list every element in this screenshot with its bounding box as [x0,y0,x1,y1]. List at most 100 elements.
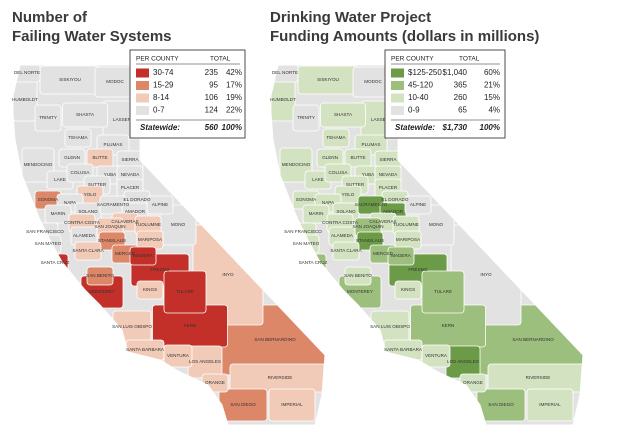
county-label: MERCED [373,251,394,256]
legend: PER COUNTY TOTAL 30-74 235 42% 15-29 95 17% 8-14… [129,49,246,139]
county-label: FRESNO [408,267,428,272]
legend-count: $1,040 [443,68,468,77]
map-title: Funding Amounts (dollars in millions) [270,28,539,45]
legend-percent: 42% [226,68,242,77]
state-border [269,64,584,426]
legend-label: 15-29 [153,81,174,90]
map-title: Failing Water Systems [12,28,172,45]
legend-percent: 17% [226,81,242,90]
county [526,388,574,422]
county-label: MARIN [309,211,324,216]
county [404,195,432,215]
county-label: TEHAMA [326,135,346,140]
county [332,241,360,261]
county [320,102,366,128]
legend-count: 65 [458,106,467,115]
legend-label: 8-14 [153,93,170,102]
county-label: INYO [480,272,492,277]
county-label: SAN LUIS OBISPO [112,324,152,329]
county-label: TUOLUMNE [393,222,419,227]
statewide-label: Statewide: [395,123,435,132]
county-label: STANISLAUS [98,238,126,243]
legend: PER COUNTY TOTAL $125-250 $1,040 60% 45-120 36… [384,49,506,139]
county-label: TULARE [434,289,452,294]
county-label: MODOC [364,79,382,84]
legend-swatch [136,106,149,115]
legend-percent: 4% [488,106,500,115]
county-label: VENTURA [167,353,190,358]
county-label: SUTTER [346,182,365,187]
county-label: SAN LUIS OBISPO [370,324,410,329]
county-label: MONTEREY [89,289,115,294]
legend-swatch [391,93,404,103]
county-label: SHASTA [76,112,95,117]
legend-label: 45-120 [408,81,433,90]
county-label: MERCED [115,251,136,256]
statewide-count: 560 [205,123,219,132]
county-label: MONO [171,222,186,227]
county-label: SANTA CLARA [330,248,362,253]
county [421,270,465,314]
legend-percent: 21% [484,81,500,90]
legend-header: TOTAL [210,56,231,63]
county-label: NAPA [322,200,335,205]
county-label: SAN MATEO [293,241,320,246]
county-label: SHASTA [334,112,353,117]
county-label: SAN BENITO [344,273,372,278]
legend-label: 0-9 [408,106,420,115]
county-label: PLUMAS [362,142,381,147]
county [129,246,157,266]
county-label: SONOMA [296,197,317,202]
county-label: MADERA [391,253,412,258]
county-label: COLUSA [329,170,349,175]
county-label: MENDOCINO [24,162,53,167]
county-label: CALAVERAS [369,219,396,224]
county-label: HUMBOLDT [12,97,38,102]
county [421,344,451,368]
legend-header: PER COUNTY [136,56,179,63]
county-label: SOLANO [336,209,356,214]
state-border [11,64,326,426]
statewide-count: $1,730 [442,123,468,132]
legend-swatch [136,68,149,78]
county-label: ALAMEDA [331,233,354,238]
county-label: INYO [222,272,234,277]
county-label: EL DORADO [382,197,409,202]
county-label: MENDOCINO [282,162,311,167]
county-label: MADERA [133,253,154,258]
county-label: SAN MATEO [35,241,62,246]
county [34,104,62,132]
county-label: SAN DIEGO [488,402,514,407]
map-title: Number of [12,9,88,26]
county-label: SOLANO [78,209,98,214]
county-label: MONTEREY [347,289,373,294]
county [146,195,174,215]
county-label: LOS ANGELES [447,359,479,364]
county-label: LASSEN [113,117,131,122]
county [21,147,55,183]
county [344,266,372,286]
county-label: RIVERSIDE [268,375,293,380]
legend-box [129,49,246,139]
county-label: LASSEN [371,117,389,122]
county-label: SANTA CLARA [72,248,104,253]
county-label: SONOMA [38,197,59,202]
county-label: ALPINE [410,202,426,207]
county-label: SANTA CRUZ [41,260,70,265]
county-label: SAN JOAQUIN [352,224,383,229]
county-label: YOLO [84,192,97,197]
county-label: AMADOR [383,209,404,214]
county-label: SAN FRANCISCO [26,229,64,234]
county [74,241,102,261]
legend-count: 365 [454,81,468,90]
legend-count: 124 [205,106,219,115]
county-label: SAN FRANCISCO [284,229,322,234]
county-label: SAN DIEGO [230,402,256,407]
county-label: STANISLAUS [356,238,384,243]
county-label: SACRAMENTO [355,202,388,207]
county-label: SANTA BARBARA [126,347,165,352]
county-label: TRINITY [39,115,57,120]
county-label: BUTTE [92,155,107,160]
legend-box [384,49,506,139]
county-label: HUMBOLDT [270,97,296,102]
